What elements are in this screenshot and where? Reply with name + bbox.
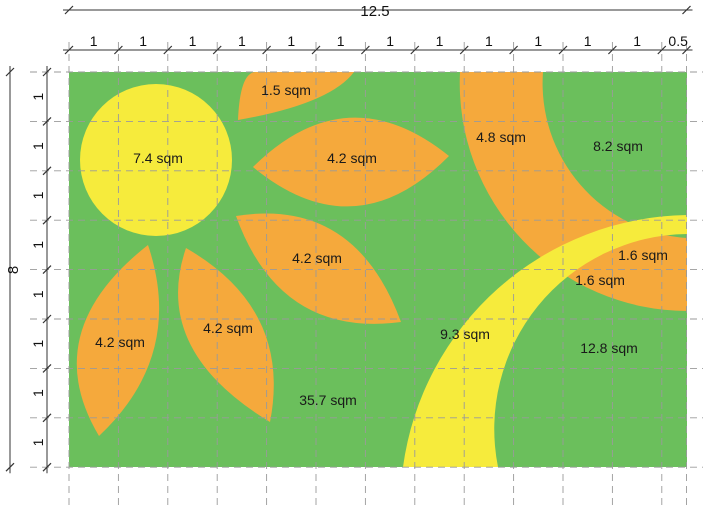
left-segment-labels: 1 1 1 1 1 1 1 1: [30, 93, 46, 447]
dimension-tick: [113, 45, 123, 55]
total-height-label: 8: [5, 266, 22, 274]
petal-lower-left: [76, 245, 160, 436]
dimension-tick: [657, 45, 667, 55]
dimension-tick: [607, 45, 617, 55]
dimension-tick: [42, 67, 52, 77]
green-top-right-area-label: 8.2 sqm: [593, 138, 643, 154]
dimension-tick: [5, 67, 15, 77]
top-segment-label: 1: [139, 33, 147, 49]
top-segment-label: 1: [534, 33, 542, 49]
petal-upper-right-area-label: 4.2 sqm: [327, 150, 377, 166]
grid-overlay: [30, 42, 703, 505]
dimension-tick: [212, 45, 222, 55]
dimension-tick: [64, 5, 74, 15]
top-segment-label: 1: [238, 33, 246, 49]
top-segment-label: 1: [485, 33, 493, 49]
dimension-tick: [42, 265, 52, 275]
top-segment-labels: 1 1 1 1 1 1 1 1 1 1 1 1 0.5: [90, 33, 688, 49]
top-segment-label: 1: [189, 33, 197, 49]
dimension-tick: [42, 116, 52, 126]
green-field-area-label: 35.7 sqm: [299, 392, 357, 408]
petal-middle-area-label: 4.2 sqm: [292, 250, 342, 266]
top-segment-label: 1: [436, 33, 444, 49]
dimension-tick: [262, 45, 272, 55]
left-segment-label: 1: [30, 93, 46, 101]
top-segment-label: 1: [287, 33, 295, 49]
left-segment-label: 1: [30, 340, 46, 348]
petal-middle: [236, 213, 401, 324]
dimension-tick: [311, 45, 321, 55]
dimension-tick: [410, 45, 420, 55]
dimension-tick: [682, 5, 691, 15]
total-width-label: 12.5: [360, 3, 389, 20]
green-small-right-area-label: 1.6 sqm: [618, 247, 668, 263]
yellow-arc-area-label: 9.3 sqm: [440, 326, 490, 342]
petal-upper-right: [253, 117, 449, 207]
top-segment-label: 0.5: [668, 33, 688, 49]
dimension-tick: [509, 45, 519, 55]
left-segment-label: 1: [30, 142, 46, 150]
top-segment-label: 1: [584, 33, 592, 49]
petal-lower-left-area-label: 4.2 sqm: [95, 334, 145, 350]
top-segment-label: 1: [90, 33, 98, 49]
dimension-tick: [360, 45, 370, 55]
left-segment-label: 1: [30, 241, 46, 249]
dimension-tick: [5, 462, 15, 472]
dimension-tick: [42, 314, 52, 324]
petal-lower-middle: [178, 248, 274, 422]
dimension-tick: [558, 45, 568, 55]
yellow-arc-band: [403, 215, 687, 467]
dimension-tick: [42, 215, 52, 225]
dimension-tick: [42, 166, 52, 176]
left-segment-label: 1: [30, 389, 46, 397]
dimension-tick: [42, 363, 52, 373]
dimension-tick: [42, 413, 52, 423]
left-segment-label: 1: [30, 191, 46, 199]
dimension-tick: [163, 45, 173, 55]
green-bottom-right-area-label: 12.8 sqm: [580, 340, 638, 356]
top-segment-label: 1: [386, 33, 394, 49]
petal-lower-middle-area-label: 4.2 sqm: [203, 320, 253, 336]
dimension-tick: [459, 45, 469, 55]
orange-arc-area-label: 4.8 sqm: [476, 129, 526, 145]
petal-top-area-label: 1.5 sqm: [261, 82, 311, 98]
left-segment-label: 1: [30, 438, 46, 446]
dimension-tick: [64, 45, 74, 55]
sun-area-label: 7.4 sqm: [133, 150, 183, 166]
dimension-tick: [42, 462, 52, 472]
dimension-lines: [5, 5, 693, 474]
left-segment-label: 1: [30, 290, 46, 298]
top-segment-label: 1: [337, 33, 345, 49]
dimension-tick: [682, 45, 691, 55]
orange-arc-band: [459, 72, 687, 311]
top-segment-label: 1: [633, 33, 641, 49]
orange-small-right-area-label: 1.6 sqm: [575, 272, 625, 288]
